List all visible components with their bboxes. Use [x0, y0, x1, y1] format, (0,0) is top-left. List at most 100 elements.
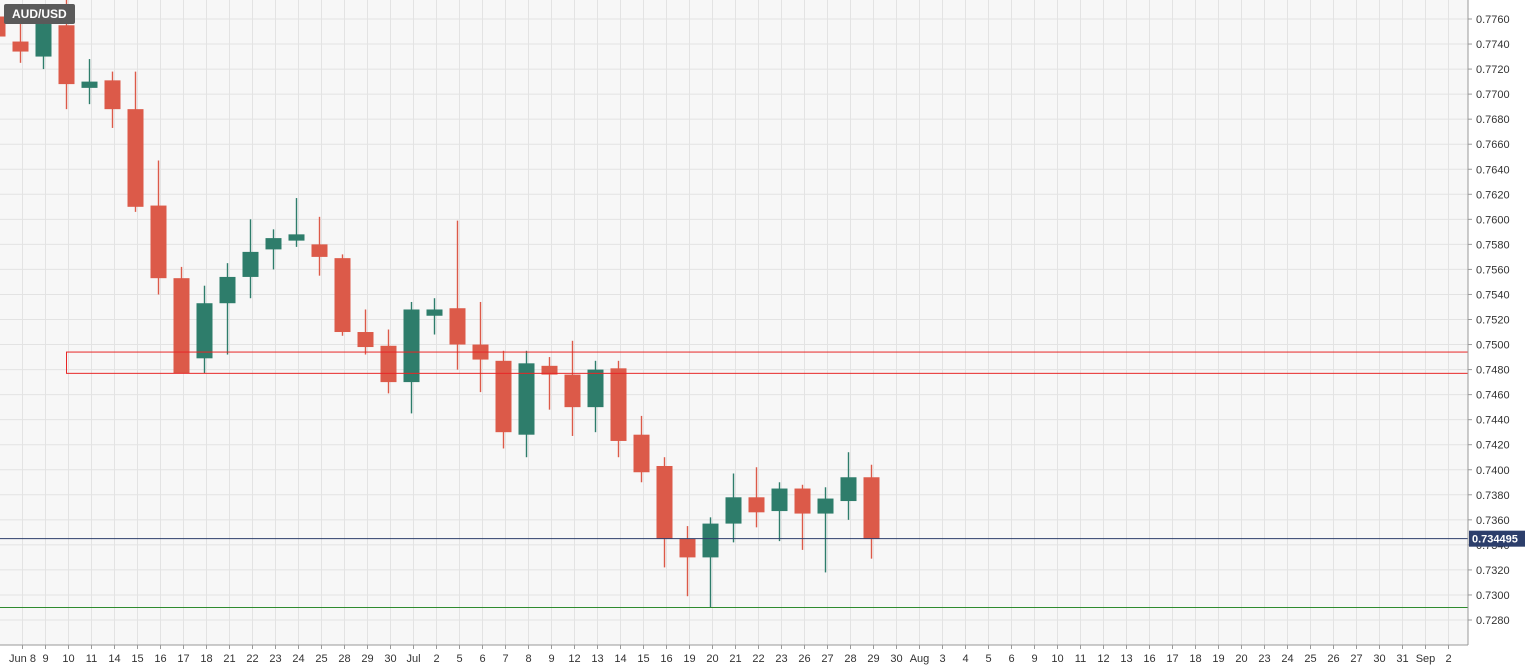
- candle-body: [840, 477, 857, 502]
- candle-body: [702, 523, 719, 558]
- time-tick-label: Jun 8: [9, 653, 36, 665]
- time-tick-label: 18: [1189, 653, 1201, 665]
- candle-body: [334, 258, 351, 333]
- time-tick-label: 19: [683, 653, 695, 665]
- time-tick-label: 9: [548, 653, 554, 665]
- time-tick-label: 10: [1051, 653, 1063, 665]
- price-tick-label: 0.7420: [1476, 440, 1510, 452]
- price-tick-label: 0.7440: [1476, 415, 1510, 427]
- time-tick-label: 4: [962, 653, 968, 665]
- candle-body: [518, 363, 535, 435]
- time-tick-label: 28: [338, 653, 350, 665]
- candle-body: [311, 244, 328, 257]
- time-tick-label: 23: [1258, 653, 1270, 665]
- time-tick-label: 14: [614, 653, 626, 665]
- time-tick-label: 30: [384, 653, 396, 665]
- time-tick-label: 21: [223, 653, 235, 665]
- price-tick-label: 0.7640: [1476, 164, 1510, 176]
- price-tick-label: 0.7660: [1476, 139, 1510, 151]
- time-tick-label: 9: [42, 653, 48, 665]
- candle-body: [541, 365, 558, 375]
- time-tick-label: 3: [939, 653, 945, 665]
- symbol-badge: AUD/USD: [4, 4, 75, 24]
- candle-body: [794, 488, 811, 514]
- time-tick-label: 20: [706, 653, 718, 665]
- candle-body: [863, 477, 880, 539]
- time-tick-label: 2: [433, 653, 439, 665]
- price-tick-label: 0.7560: [1476, 264, 1510, 276]
- time-tick-label: 21: [729, 653, 741, 665]
- candle-body: [725, 497, 742, 524]
- time-tick-label: 7: [502, 653, 508, 665]
- price-tick-label: 0.7540: [1476, 289, 1510, 301]
- price-tick-label: 0.7520: [1476, 315, 1510, 327]
- time-tick-label: 27: [1350, 653, 1362, 665]
- price-tick-label: 0.7320: [1476, 565, 1510, 577]
- candle-body: [58, 25, 75, 85]
- time-tick-label: 14: [108, 653, 120, 665]
- time-tick-label: Jul: [406, 653, 420, 665]
- time-tick-label: 5: [456, 653, 462, 665]
- current-price-tag: [1469, 530, 1525, 547]
- price-tick-label: 0.7760: [1476, 14, 1510, 26]
- time-tick-label: 6: [479, 653, 485, 665]
- candle-body: [357, 332, 374, 348]
- price-tick-label: 0.7600: [1476, 214, 1510, 226]
- time-tick-label: 20: [1235, 653, 1247, 665]
- price-axis-background: [1468, 0, 1536, 669]
- price-tick-label: 0.7720: [1476, 64, 1510, 76]
- candle-body: [265, 238, 282, 250]
- time-tick-label: 2: [1445, 653, 1451, 665]
- time-tick-label: 18: [200, 653, 212, 665]
- candle-body: [633, 434, 650, 473]
- time-tick-label: 12: [1097, 653, 1109, 665]
- price-tick-label: 0.7380: [1476, 490, 1510, 502]
- time-tick-label: 31: [1396, 653, 1408, 665]
- candle-body: [748, 497, 765, 513]
- time-tick-label: 6: [1008, 653, 1014, 665]
- price-tick-label: 0.7500: [1476, 340, 1510, 352]
- time-tick-label: 13: [1120, 653, 1132, 665]
- time-tick-label: 27: [821, 653, 833, 665]
- candle-body: [495, 360, 512, 433]
- candle-body: [679, 538, 696, 558]
- time-tick-label: 26: [1327, 653, 1339, 665]
- price-tick-label: 0.7680: [1476, 114, 1510, 126]
- price-tick-label: 0.7360: [1476, 515, 1510, 527]
- time-tick-label: 9: [1031, 653, 1037, 665]
- time-tick-label: 17: [1166, 653, 1178, 665]
- time-tick-label: 16: [660, 653, 672, 665]
- time-tick-label: 16: [154, 653, 166, 665]
- price-tick-label: 0.7620: [1476, 189, 1510, 201]
- candle-body: [403, 309, 420, 383]
- price-tick-label: 0.7280: [1476, 615, 1510, 627]
- candle-body: [81, 81, 98, 88]
- candle-body: [35, 24, 52, 57]
- time-tick-label: 19: [1212, 653, 1224, 665]
- time-tick-label: 22: [752, 653, 764, 665]
- time-tick-label: 24: [292, 653, 304, 665]
- candle-body: [242, 251, 259, 277]
- price-tick-label: 0.7700: [1476, 89, 1510, 101]
- time-tick-label: 10: [62, 653, 74, 665]
- price-tick-label: 0.7300: [1476, 590, 1510, 602]
- time-tick-label: 5: [985, 653, 991, 665]
- time-tick-label: 11: [86, 653, 97, 665]
- time-tick-label: 11: [1075, 653, 1086, 665]
- candle-body: [12, 41, 29, 52]
- price-tick-label: 0.7740: [1476, 39, 1510, 51]
- candle-body: [564, 374, 581, 408]
- candle-body: [173, 278, 190, 374]
- time-tick-label: 26: [798, 653, 810, 665]
- candle-body: [610, 368, 627, 441]
- candle-body: [150, 205, 167, 279]
- time-tick-label: Sep: [1416, 653, 1436, 665]
- plot-background: [0, 0, 1468, 645]
- candle-body: [380, 345, 397, 383]
- time-tick-label: 15: [637, 653, 649, 665]
- candle-body: [656, 465, 673, 539]
- time-tick-label: 8: [525, 653, 531, 665]
- time-tick-label: 28: [844, 653, 856, 665]
